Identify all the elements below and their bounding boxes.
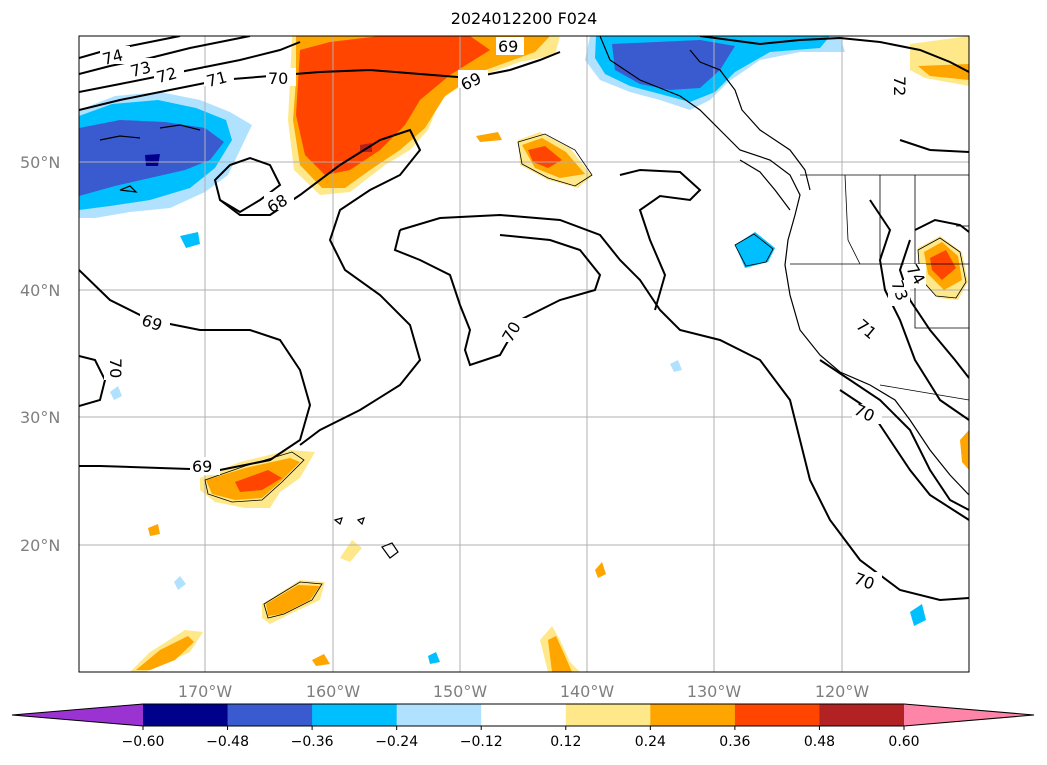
colorbar-extend-high: [904, 704, 1034, 726]
colorbar-tick-label: 0.24: [635, 734, 666, 750]
colorbar-tick-label: −0.24: [375, 734, 418, 750]
borders: [790, 174, 969, 401]
colorbar-bin: [819, 704, 905, 726]
colorbar-tick-label: 0.12: [550, 734, 581, 750]
colorbar-extend-low: [12, 704, 143, 726]
colorbar-tick-label: 0.60: [888, 734, 919, 750]
orange-shading-subtropical: [130, 36, 969, 672]
lat-label: 50°N: [20, 153, 60, 172]
lon-label: 130°W: [687, 682, 742, 701]
contour-label: 69: [498, 37, 518, 56]
contour-label: 72: [154, 63, 179, 87]
lat-label: 30°N: [20, 408, 60, 427]
colorbar-bin: [227, 704, 313, 726]
blue-shading-small: [110, 360, 926, 664]
map-frame: [78, 35, 970, 673]
colorbar-bin: [734, 704, 820, 726]
colorbar: −0.60 −0.48 −0.36 −0.24 −0.12 0.12 0.24 0.36 0.4…: [11, 703, 1035, 750]
colorbar-tick-label: 0.48: [804, 734, 835, 750]
colorbar-tick-label: −0.60: [122, 734, 165, 750]
contour-label: 71: [204, 67, 229, 91]
contour-label: 73: [128, 57, 153, 81]
lon-label: 170°W: [178, 682, 233, 701]
contour-label: 70: [106, 358, 125, 378]
longitude-labels: 170°W 160°W 150°W 140°W 130°W 120°W: [178, 682, 870, 701]
contour-labels: 74 73 72 71 70 69 68 69 69 70 70 69 72: [100, 37, 929, 594]
gridlines: [79, 36, 969, 672]
blue-shading-northwest: [79, 92, 252, 218]
colorbar-tick-label: −0.12: [460, 734, 503, 750]
colorbar-bin: [481, 704, 567, 726]
contour-label: 69: [192, 457, 212, 476]
lon-label: 140°W: [560, 682, 615, 701]
colorbar-tick-label: −0.36: [291, 734, 334, 750]
contour-label: 70: [268, 69, 288, 88]
colorbar-bin: [650, 704, 736, 726]
colorbar-bin: [143, 704, 229, 726]
lat-label: 40°N: [20, 281, 60, 300]
colorbar-tick-label: 0.36: [719, 734, 750, 750]
colorbar-bin: [565, 704, 651, 726]
contour-label: 74: [100, 45, 125, 69]
colorbar-bin: [396, 704, 482, 726]
contour-label: 72: [890, 76, 909, 96]
orange-shading-idaho: [918, 236, 968, 300]
coastlines: [99, 36, 969, 559]
lat-label: 20°N: [20, 536, 60, 555]
lon-label: 120°W: [815, 682, 870, 701]
lon-label: 160°W: [306, 682, 361, 701]
chart-title: 2024012200 F024: [450, 9, 598, 28]
lon-label: 150°W: [433, 682, 488, 701]
colorbar-bin: [312, 704, 398, 726]
contour-lines: [79, 36, 969, 602]
colorbar-tick-label: −0.48: [206, 734, 249, 750]
latitude-labels: 50°N 40°N 30°N 20°N: [20, 153, 60, 555]
blue-shading-42n: [180, 232, 775, 268]
